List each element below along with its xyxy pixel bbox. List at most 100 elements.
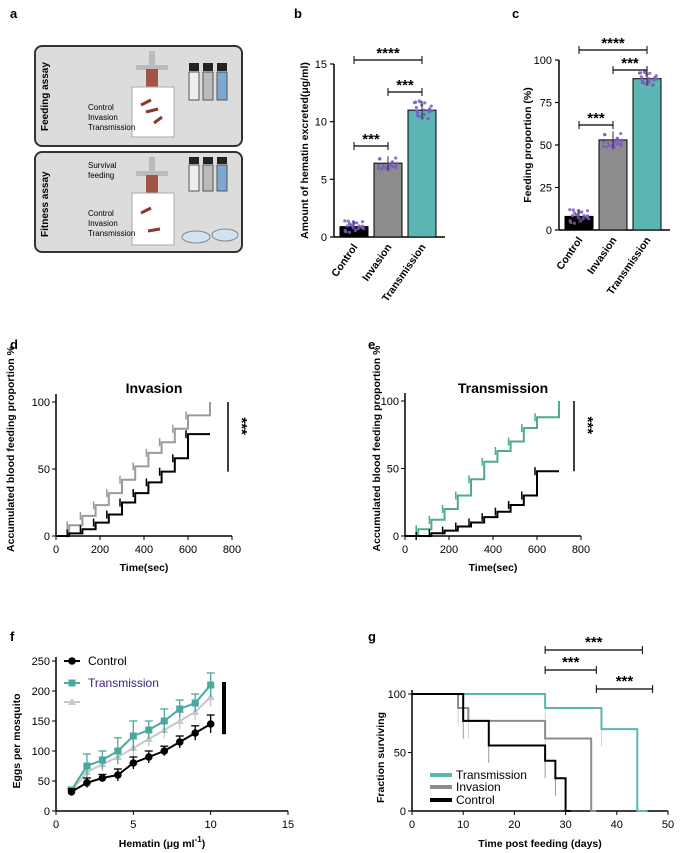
data-point xyxy=(378,157,382,161)
data-point xyxy=(648,71,652,75)
fitness-assay-line-3: Transmission xyxy=(88,229,136,238)
data-point xyxy=(655,77,659,81)
y-tick-label: 100 xyxy=(534,55,552,67)
data-point xyxy=(353,228,358,233)
y-tick-label: 50 xyxy=(38,464,50,476)
data-point xyxy=(427,107,432,111)
data-point xyxy=(343,219,347,223)
y-tick-label: 100 xyxy=(32,397,50,409)
x-category-label: Invasion xyxy=(360,242,394,284)
data-point xyxy=(647,77,651,81)
data-point xyxy=(580,210,584,214)
x-category-label: Invasion xyxy=(585,235,619,277)
data-point xyxy=(129,759,138,767)
legend-label: Control xyxy=(456,793,495,807)
data-point xyxy=(605,145,609,149)
feeder-stand-icon xyxy=(149,51,155,67)
panel-letter-b: b xyxy=(294,6,302,21)
data-point xyxy=(356,226,360,231)
y-tick-label: 50 xyxy=(394,748,406,760)
data-point xyxy=(651,83,655,87)
data-point xyxy=(412,100,417,105)
data-point xyxy=(614,141,618,145)
significance-label: *** xyxy=(562,654,580,671)
data-point xyxy=(619,131,623,136)
y-tick-label: 15 xyxy=(315,59,327,71)
bar-transmission xyxy=(407,109,437,238)
significance-label: *** xyxy=(616,673,634,690)
y-axis-label: Accumulated blood feeding proportion % xyxy=(5,345,17,552)
y-axis-label: Amount of hematin excreted(μg/ml) xyxy=(299,62,311,239)
data-point xyxy=(347,222,352,226)
data-point xyxy=(422,108,426,112)
significance-label: *** xyxy=(396,77,414,94)
data-point xyxy=(129,732,137,740)
data-point xyxy=(145,753,153,761)
data-point xyxy=(160,717,168,725)
x-tick-label: 600 xyxy=(528,544,546,556)
data-point xyxy=(640,77,644,81)
y-tick-label: 200 xyxy=(32,686,50,698)
fitness-assay-illustration xyxy=(131,157,239,246)
data-point xyxy=(346,219,350,223)
x-tick-label: 800 xyxy=(572,544,590,556)
x-axis-label: Time post feeding (days) xyxy=(478,838,602,850)
bar-invasion xyxy=(373,162,403,238)
data-point xyxy=(350,223,354,227)
chart-title: Transmission xyxy=(458,380,548,396)
series-line-control xyxy=(70,723,212,793)
fitness-assay-line-2: Invasion xyxy=(88,219,118,228)
y-tick-label: 0 xyxy=(44,531,50,543)
bar-invasion xyxy=(598,139,628,231)
panel-letter-f: f xyxy=(10,629,15,644)
x-tick-label: 400 xyxy=(135,544,153,556)
fitness-assay-top-1: Survival xyxy=(88,161,117,170)
data-point xyxy=(175,717,184,724)
data-point xyxy=(572,211,577,215)
x-tick-label: 10 xyxy=(205,819,217,831)
data-point xyxy=(578,219,583,223)
fitness-assay-top-2: feeding xyxy=(88,171,115,180)
x-tick-label: 200 xyxy=(440,544,458,556)
series-line-transmission xyxy=(70,684,212,791)
data-point xyxy=(191,729,199,737)
data-point xyxy=(417,99,421,103)
chart-d-invasion-curve: Invasion 0 50 100 0 200 400 600 800 *** Time(sec) A… xyxy=(5,345,250,574)
data-point xyxy=(637,71,642,75)
data-point xyxy=(357,224,361,228)
data-point xyxy=(114,747,122,755)
y-tick-label: 50 xyxy=(387,464,399,476)
feeding-assay-box: Feeding assay Control Invasion Transmiss… xyxy=(34,45,243,147)
panel-letter-a: a xyxy=(10,6,18,21)
series-line-control xyxy=(56,433,210,537)
data-point xyxy=(575,212,579,217)
data-point xyxy=(206,720,215,728)
mosquito-icon xyxy=(140,206,161,233)
data-point xyxy=(585,209,590,213)
data-point xyxy=(606,141,610,145)
legend-label: Control xyxy=(88,654,127,668)
legend-label: Transmission xyxy=(456,768,527,782)
x-axis-label: Time(sec) xyxy=(120,562,169,574)
y-tick-label: 5 xyxy=(321,174,327,186)
data-point xyxy=(619,141,623,145)
data-point xyxy=(654,74,658,78)
panel-letter-c: c xyxy=(512,6,520,21)
x-tick-label: 15 xyxy=(282,819,294,831)
x-tick-label: 10 xyxy=(457,819,469,831)
fitness-assay-box: Fitness assay Survival feeding Control I… xyxy=(34,151,243,253)
series-line-control xyxy=(405,470,559,537)
significance-label: *** xyxy=(587,110,605,127)
significance-label: *** xyxy=(621,55,639,72)
data-point xyxy=(571,208,575,212)
series-line-invasion xyxy=(56,402,211,537)
data-point xyxy=(572,221,576,225)
data-point xyxy=(587,217,591,221)
chart-e-transmission-curve: Transmission 0 50 100 0 200 400 600 800 *** Time(s… xyxy=(371,345,596,574)
data-point xyxy=(343,228,347,232)
data-point xyxy=(429,104,433,108)
data-point xyxy=(394,166,398,170)
y-tick-label: 100 xyxy=(388,689,406,701)
data-point xyxy=(415,113,420,118)
